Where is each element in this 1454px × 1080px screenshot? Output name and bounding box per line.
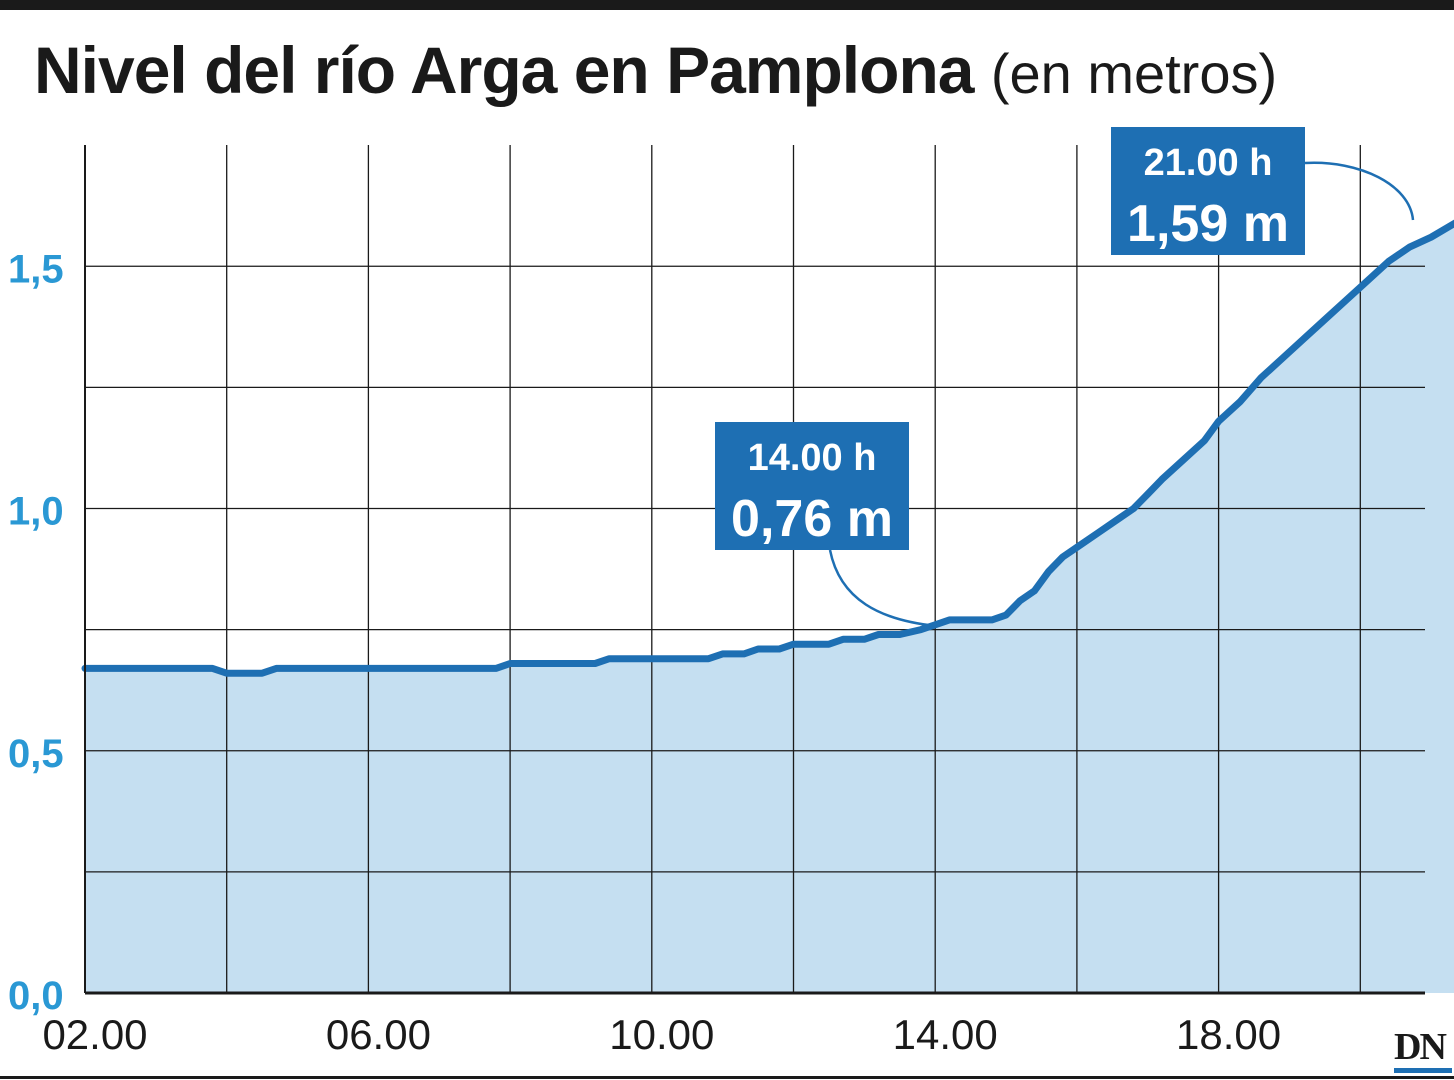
x-tick-label: 18.00 [1176,1011,1281,1058]
callout-2: 21.00 h 1,59 m [1111,127,1415,255]
callout-box [1111,127,1305,255]
chart-title-unit: (en metros) [990,42,1278,105]
series-line [81,219,1454,677]
tick-labels: 0,0 0,5 1,0 1,5 02.00 06.00 10.00 14.00 18.00 [8,247,1281,1058]
y-tick-label: 1,0 [8,490,64,534]
area-fill [85,223,1454,993]
x-tick-label: 02.00 [42,1011,147,1058]
chart-title-main: Nivel del río Arga en Pamplona [34,33,974,107]
series-line-layer [81,219,1454,677]
y-tick-label: 0,5 [8,732,64,776]
gridlines [84,145,1425,993]
logo-text: DN [1394,1026,1447,1068]
y-tick-label: 0,0 [8,974,64,1018]
top-rule [0,0,1454,10]
chart-title: Nivel del río Arga en Pamplona (en metro… [34,30,1277,114]
x-tick-label: 14.00 [893,1011,998,1058]
callouts: 14.00 h 0,76 m 21.00 h 1,59 m [715,127,1415,628]
x-tick-label: 06.00 [326,1011,431,1058]
axes [84,145,1425,995]
callout-leader [1304,161,1415,221]
bottom-rule [0,1076,1454,1079]
area-fill-layer [85,223,1454,993]
callout-box [715,422,909,550]
callout-1: 14.00 h 0,76 m [715,422,937,628]
dn-logo: DN [1394,1026,1452,1073]
y-tick-label: 1,5 [8,247,64,291]
callout-time: 21.00 h [1144,142,1273,184]
callout-leader [828,549,937,628]
logo-underline [1394,1068,1452,1073]
x-tick-label: 10.00 [609,1011,714,1058]
callout-value: 0,76 m [731,490,893,548]
callout-value: 1,59 m [1127,195,1289,253]
callout-time: 14.00 h [748,437,877,479]
